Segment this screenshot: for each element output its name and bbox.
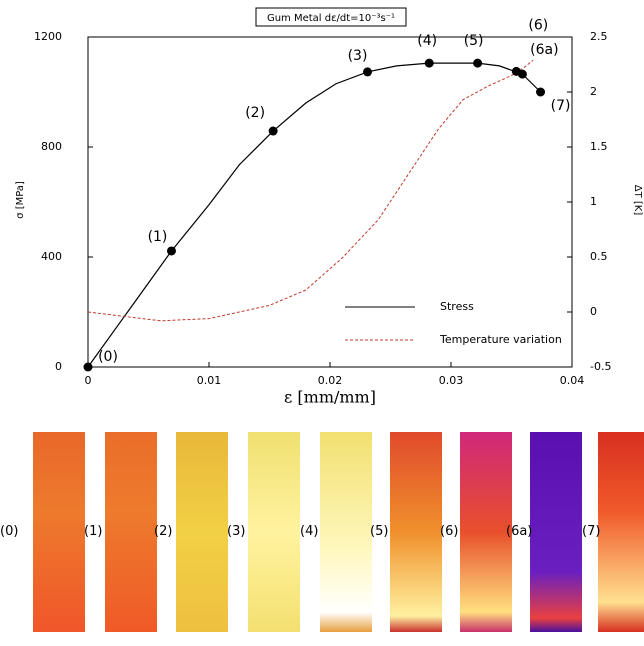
y2-tick-label: -0.5 bbox=[590, 360, 611, 373]
legend-label: Temperature variation bbox=[439, 333, 562, 346]
y2-tick-label: 0 bbox=[590, 305, 597, 318]
y-tick-label: 800 bbox=[41, 140, 62, 153]
y2-tick-label: 0.5 bbox=[590, 250, 608, 263]
chart: Gum Metal dε/dt=10⁻³s⁻¹ ε [mm/mm] σ [MPa… bbox=[15, 7, 643, 407]
y2-tick-label: 2 bbox=[590, 85, 597, 98]
title-box bbox=[255, 7, 407, 27]
thermal-image bbox=[176, 432, 228, 632]
plot-frame bbox=[87, 36, 573, 368]
thermal-image bbox=[248, 432, 300, 632]
image-label: (7) bbox=[582, 524, 601, 539]
point-label: (6) bbox=[528, 17, 548, 33]
thermal-image bbox=[460, 432, 512, 632]
thermal-image bbox=[320, 432, 372, 632]
point bbox=[424, 58, 434, 68]
point bbox=[83, 362, 93, 372]
thermal-image bbox=[530, 432, 582, 632]
y-tick-label: 400 bbox=[41, 250, 62, 263]
image-label: (5) bbox=[370, 524, 389, 539]
image-label: (2) bbox=[154, 524, 173, 539]
series-line bbox=[87, 62, 541, 368]
point bbox=[473, 58, 483, 68]
point-label: (2) bbox=[245, 105, 265, 121]
image-label: (3) bbox=[227, 524, 246, 539]
point-label: (5) bbox=[464, 33, 484, 49]
point bbox=[517, 69, 527, 79]
point bbox=[166, 246, 176, 256]
x-tick-label: 0.03 bbox=[439, 374, 464, 387]
point-label: (7) bbox=[551, 98, 571, 114]
x-tick-label: 0.02 bbox=[318, 374, 343, 387]
x-tick-label: 0.01 bbox=[197, 374, 222, 387]
point-label: (0) bbox=[98, 349, 118, 365]
image-label: (0) bbox=[0, 524, 19, 539]
point-label: (1) bbox=[148, 229, 168, 245]
y-label: σ [MPa] bbox=[15, 181, 26, 219]
y-tick-label: 0 bbox=[55, 360, 62, 373]
thermal-image bbox=[105, 432, 157, 632]
legend-label: Stress bbox=[440, 300, 474, 313]
point-label: (4) bbox=[417, 33, 437, 49]
point bbox=[536, 87, 546, 97]
thermal-image bbox=[598, 432, 644, 632]
y2-tick-label: 1.5 bbox=[590, 140, 608, 153]
thermal-image bbox=[390, 432, 442, 632]
point bbox=[363, 67, 373, 77]
chart-title: Gum Metal dε/dt=10⁻³s⁻¹ bbox=[267, 13, 395, 24]
image-label: (4) bbox=[300, 524, 319, 539]
x-tick-label: 0.04 bbox=[560, 374, 585, 387]
thermal-image bbox=[33, 432, 85, 632]
x-tick-label: 0 bbox=[85, 374, 92, 387]
y2-tick-label: 1 bbox=[590, 195, 597, 208]
y2-tick-label: 2.5 bbox=[590, 30, 608, 43]
series-line bbox=[87, 59, 534, 322]
x-label: ε [mm/mm] bbox=[284, 388, 376, 407]
y-tick-label: 1200 bbox=[34, 30, 62, 43]
point-label: (3) bbox=[348, 48, 368, 64]
y2-label: ΔT [K] bbox=[632, 185, 643, 216]
point bbox=[268, 126, 278, 136]
image-label: (6) bbox=[440, 524, 459, 539]
point-label: (6a) bbox=[530, 42, 558, 58]
image-label: (6a) bbox=[506, 524, 533, 539]
image-label: (1) bbox=[84, 524, 103, 539]
